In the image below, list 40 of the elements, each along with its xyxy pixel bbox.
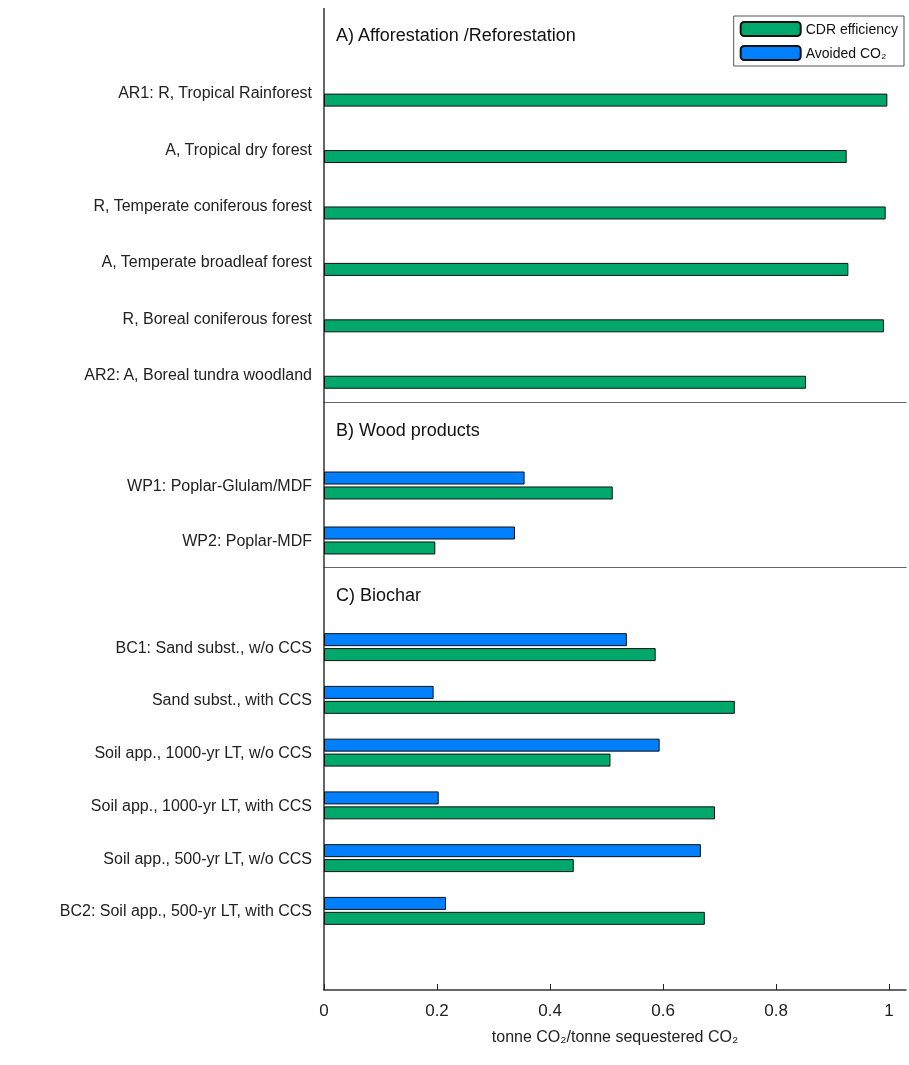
y-tick-label: Soil app., 1000-yr LT, with CCS — [90, 796, 312, 814]
y-tick-label: Sand subst., with CCS — [151, 691, 312, 709]
bar — [324, 896, 447, 910]
x-tick-label: 0.6 — [651, 1001, 675, 1020]
bar — [324, 844, 701, 858]
y-tick-label: Soil app., 500-yr LT, w/o CCS — [103, 849, 312, 867]
y-tick-label: A, Temperate broadleaf forest — [101, 253, 313, 271]
y-tick-label: WP1: Poplar-Glulam/MDF — [127, 477, 313, 494]
x-tick-label: 1 — [884, 1001, 894, 1020]
legend-label: CDR efficiency — [805, 21, 898, 37]
bar — [324, 859, 574, 873]
x-tick-label: 0.8 — [764, 1001, 788, 1020]
y-tick-label: BC1: Sand subst., w/o CCS — [115, 638, 312, 656]
x-tick-label: 0.4 — [538, 1001, 562, 1020]
x-tick-label: 0 — [319, 1001, 329, 1020]
text: A) Afforestation /Reforestation — [336, 25, 576, 45]
x-axis-title: tonne CO₂/tonne sequestered CO₂ — [491, 1027, 739, 1045]
bar — [324, 93, 888, 107]
y-tick-label: WP2: Poplar-MDF — [182, 532, 313, 549]
y-tick-label: A, Tropical dry forest — [165, 140, 313, 158]
y-tick-label: Soil app., 1000-yr LT, w/o CCS — [94, 744, 312, 762]
bar — [324, 633, 627, 647]
text: B) Wood products — [336, 420, 480, 440]
x-tick-label: 0.2 — [425, 1001, 449, 1020]
bar — [324, 911, 705, 925]
text: C) Biochar — [336, 585, 422, 605]
bar — [324, 700, 735, 714]
bar — [324, 206, 886, 220]
y-tick-label: AR2: A, Boreal tundra woodland — [84, 366, 312, 384]
bar — [324, 375, 806, 389]
y-tick-label: AR1: R, Tropical Rainforest — [118, 84, 313, 102]
bar — [324, 685, 434, 699]
bar — [324, 648, 656, 662]
y-tick-label: BC2: Soil app., 500-yr LT, with CCS — [59, 902, 312, 920]
y-tick-label: R, Temperate coniferous forest — [93, 197, 313, 214]
bar — [324, 319, 884, 333]
y-tick-label: R, Boreal coniferous forest — [122, 309, 313, 327]
bar — [324, 150, 847, 164]
bar — [324, 262, 849, 276]
legend-label: Avoided CO₂ — [805, 45, 887, 61]
